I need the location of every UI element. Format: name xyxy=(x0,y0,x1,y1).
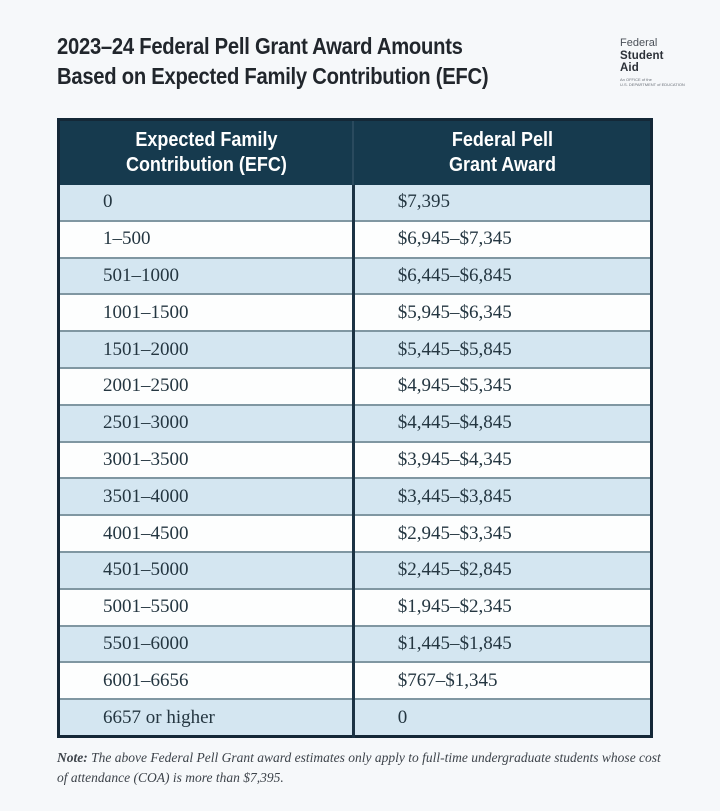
efc-cell: 2001–2500 xyxy=(58,366,355,405)
table-row: 0 $7,395 xyxy=(58,185,652,221)
table-body: 0 $7,395 1–500 $6,945–$7,345 501–1000 $6,445–… xyxy=(58,185,652,737)
table-row: 3001–3500 $3,945–$4,345 xyxy=(58,440,652,479)
footnote: Note: The above Federal Pell Grant award… xyxy=(57,748,669,787)
award-cell: $2,445–$2,845 xyxy=(353,550,652,589)
table-row: 2501–3000 $4,445–$4,845 xyxy=(58,403,652,442)
efc-cell: 1–500 xyxy=(58,219,355,258)
efc-cell: 3001–3500 xyxy=(58,440,355,479)
federal-student-aid-logo: Federal Student Aid An OFFICE of the U.S… xyxy=(620,37,690,87)
page-title-line1: 2023–24 Federal Pell Grant Award Amounts xyxy=(57,33,463,59)
award-cell: $2,945–$3,345 xyxy=(353,514,652,552)
table-row: 1–500 $6,945–$7,345 xyxy=(58,219,652,258)
table-row: 5501–6000 $1,445–$1,845 xyxy=(58,624,652,663)
award-cell: $5,945–$6,345 xyxy=(353,293,652,332)
efc-cell: 1501–2000 xyxy=(58,330,355,368)
table-row: 4501–5000 $2,445–$2,845 xyxy=(58,550,652,589)
award-cell: $6,445–$6,845 xyxy=(353,256,652,295)
table-row: 2001–2500 $4,945–$5,345 xyxy=(58,366,652,405)
efc-cell: 501–1000 xyxy=(58,256,355,295)
award-cell: $4,945–$5,345 xyxy=(353,366,652,405)
table-row: 6001–6656 $767–$1,345 xyxy=(58,661,652,700)
award-cell: $4,445–$4,845 xyxy=(353,403,652,442)
table-row: 5001–5500 $1,945–$2,345 xyxy=(58,587,652,626)
table-row: 1001–1500 $5,945–$6,345 xyxy=(58,293,652,332)
table-row: 6657 or higher 0 xyxy=(58,698,652,737)
award-cell: 0 xyxy=(353,698,652,737)
table-header: Expected Family Contribution (EFC) Feder… xyxy=(58,119,652,185)
efc-cell: 2501–3000 xyxy=(58,403,355,442)
award-cell: $767–$1,345 xyxy=(353,661,652,700)
efc-cell: 5501–6000 xyxy=(58,624,355,663)
page-title-line2: Based on Expected Family Contribution (E… xyxy=(57,63,489,89)
efc-cell: 6657 or higher xyxy=(58,698,355,737)
award-cell: $5,445–$5,845 xyxy=(353,330,652,368)
table-row: 4001–4500 $2,945–$3,345 xyxy=(58,514,652,552)
efc-cell: 4501–5000 xyxy=(58,550,355,589)
efc-cell: 3501–4000 xyxy=(58,477,355,516)
award-cell: $1,445–$1,845 xyxy=(353,624,652,663)
efc-cell: 4001–4500 xyxy=(58,514,355,552)
column-header-efc: Expected Family Contribution (EFC) xyxy=(58,119,355,185)
award-cell: $1,945–$2,345 xyxy=(353,587,652,626)
footnote-label: Note: xyxy=(57,750,88,765)
efc-cell: 5001–5500 xyxy=(58,587,355,626)
table-row: 1501–2000 $5,445–$5,845 xyxy=(58,330,652,368)
logo-word-federal: Federal xyxy=(620,37,658,49)
pell-grant-table: Expected Family Contribution (EFC) Feder… xyxy=(57,118,653,738)
logo-word-student: Student xyxy=(620,49,664,62)
award-cell: $6,945–$7,345 xyxy=(353,219,652,258)
page-title: 2023–24 Federal Pell Grant Award Amounts… xyxy=(57,31,577,91)
logo-tagline: An OFFICE of the U.S. DEPARTMENT of EDUC… xyxy=(620,77,690,87)
table-row: 3501–4000 $3,445–$3,845 xyxy=(58,477,652,516)
logo-tagline-line1: An OFFICE of the xyxy=(620,76,652,82)
table-row: 501–1000 $6,445–$6,845 xyxy=(58,256,652,295)
award-cell: $3,445–$3,845 xyxy=(353,477,652,516)
award-cell: $7,395 xyxy=(397,191,450,213)
efc-cell: 6001–6656 xyxy=(58,661,355,700)
logo-tagline-line2: U.S. DEPARTMENT of EDUCATION xyxy=(620,81,685,87)
efc-cell: 1001–1500 xyxy=(58,293,355,332)
footnote-text: The above Federal Pell Grant award estim… xyxy=(57,750,661,785)
award-cell: $3,945–$4,345 xyxy=(353,440,652,479)
efc-cell: 0 xyxy=(58,185,355,221)
logo-word-aid: Aid xyxy=(620,61,639,74)
table-header-row: Expected Family Contribution (EFC) Feder… xyxy=(58,119,652,185)
column-header-award: Federal Pell Grant Award xyxy=(353,119,652,185)
